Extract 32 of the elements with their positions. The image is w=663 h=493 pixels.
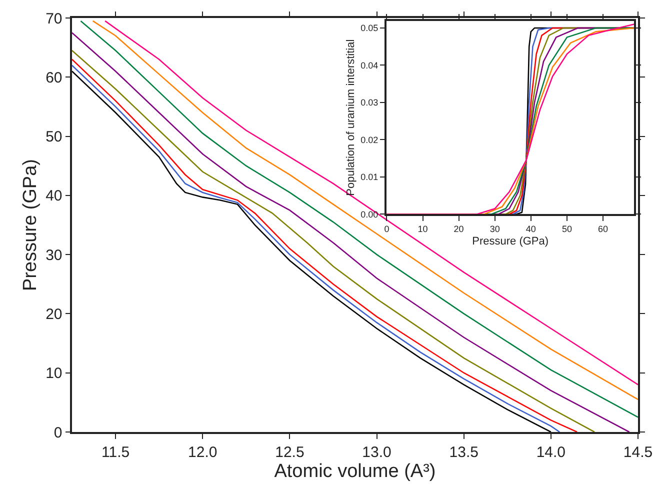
y-axis-title: Population of uranium interstitial — [344, 39, 357, 196]
x-tick-label: 30 — [490, 224, 500, 234]
y-tick-label: 70 — [46, 10, 62, 28]
x-tick-label: 10 — [418, 224, 428, 234]
x-tick-label: 14.0 — [536, 444, 566, 461]
y-axis-title: Pressure (GPa) — [20, 159, 41, 291]
y-tick-label: 0.01 — [360, 172, 378, 182]
x-tick-label: 12.0 — [188, 444, 218, 461]
x-tick-label: 12.5 — [275, 444, 304, 461]
x-tick-label: 60 — [598, 224, 608, 234]
y-tick-label: 10 — [46, 365, 62, 382]
x-tick-label: 20 — [454, 224, 464, 234]
y-tick-label: 0.05 — [360, 23, 378, 34]
x-tick-label: 0 — [384, 224, 390, 234]
x-axis-title: Pressure (GPa) — [472, 235, 549, 248]
x-axis-title: Atomic volume (A³) — [274, 461, 436, 482]
x-tick-label: 40 — [526, 224, 536, 234]
y-tick-label: 0.04 — [360, 60, 378, 70]
y-tick-label: 60 — [46, 69, 62, 86]
y-tick-label: 0.02 — [360, 134, 378, 145]
x-tick-label: 13.0 — [362, 444, 392, 461]
y-tick-label: 0.03 — [360, 98, 378, 108]
y-tick-label: 30 — [46, 246, 62, 264]
y-tick-label: 0.00 — [360, 209, 378, 220]
y-tick-label: 20 — [46, 306, 62, 323]
x-tick-label: 14.5 — [623, 444, 653, 461]
x-tick-label: 11.5 — [101, 444, 130, 461]
y-tick-label: 0 — [54, 424, 62, 442]
y-tick-label: 50 — [46, 128, 62, 146]
y-tick-label: 40 — [46, 188, 62, 205]
x-tick-label: 13.5 — [449, 444, 478, 461]
x-tick-label: 50 — [562, 224, 572, 234]
